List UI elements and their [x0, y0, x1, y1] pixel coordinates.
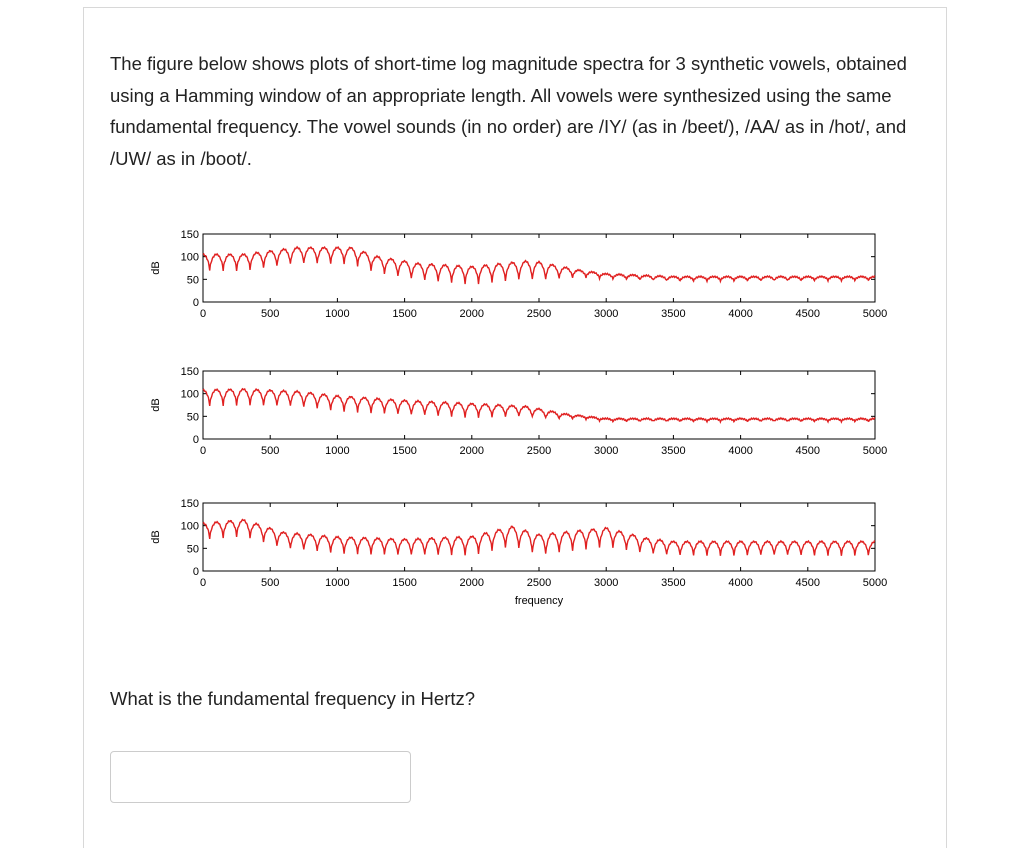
- question-panel: [83, 7, 947, 848]
- x-tick-label: 5000: [863, 445, 887, 457]
- y-tick-label: 0: [193, 566, 199, 578]
- x-tick-label: 1000: [325, 445, 349, 457]
- x-tick-label: 500: [261, 308, 279, 320]
- y-tick-label: 0: [193, 297, 199, 309]
- spectrum-line: [202, 518, 876, 556]
- x-tick-label: 500: [261, 577, 279, 589]
- x-tick-label: 2000: [460, 445, 484, 457]
- x-tick-label: 2000: [460, 308, 484, 320]
- x-tick-label: 3500: [661, 308, 685, 320]
- y-tick-label: 100: [181, 389, 199, 401]
- y-tick-label: 100: [181, 521, 199, 533]
- y-tick-label: 50: [187, 274, 199, 286]
- y-tick-label: 150: [181, 366, 199, 378]
- spectra-figure: 0 500 1000 1500 2000 2500 3000 3500 4000 4500 5000…: [150, 229, 887, 607]
- x-tick-label: 1000: [325, 308, 349, 320]
- spectrum-line: [202, 245, 876, 285]
- x-axis-label: frequency: [515, 595, 564, 607]
- y-tick-label: 100: [181, 252, 199, 264]
- plot-frame: [202, 233, 876, 303]
- x-tick-label: 3500: [661, 445, 685, 457]
- y-axis-label: dB: [150, 530, 162, 543]
- x-tick-label: 4500: [796, 445, 820, 457]
- x-tick-label: 0: [200, 445, 206, 457]
- x-tick-label: 0: [200, 577, 206, 589]
- question-text: The figure below shows plots of short-ti…: [110, 53, 907, 169]
- y-tick-label: 0: [193, 434, 199, 446]
- x-tick-label: 4000: [728, 445, 752, 457]
- answer-input[interactable]: [110, 751, 411, 803]
- x-tick-label: 4000: [728, 308, 752, 320]
- x-tick-label: 5000: [863, 308, 887, 320]
- x-tick-label: 2500: [527, 577, 551, 589]
- x-tick-label: 5000: [863, 577, 887, 589]
- y-tick-label: 150: [181, 498, 199, 510]
- x-tick-label: 1000: [325, 577, 349, 589]
- question-prompt: What is the fundamental frequency in Her…: [110, 688, 476, 709]
- x-tick-label: 3000: [594, 308, 618, 320]
- x-tick-label: 1500: [392, 308, 416, 320]
- x-tick-label: 1500: [392, 577, 416, 589]
- x-tick-label: 4500: [796, 577, 820, 589]
- x-tick-label: 2500: [527, 308, 551, 320]
- x-tick-label: 3000: [594, 577, 618, 589]
- y-tick-label: 150: [181, 229, 199, 241]
- y-tick-label: 50: [187, 543, 199, 555]
- spectrum-line: [202, 387, 876, 424]
- x-tick-label: 0: [200, 308, 206, 320]
- x-tick-label: 4500: [796, 308, 820, 320]
- y-axis-label: dB: [150, 398, 162, 411]
- x-tick-label: 3500: [661, 577, 685, 589]
- x-tick-label: 4000: [728, 577, 752, 589]
- x-tick-label: 3000: [594, 445, 618, 457]
- plot-frame: [202, 502, 876, 572]
- x-tick-label: 2000: [460, 577, 484, 589]
- x-tick-label: 1500: [392, 445, 416, 457]
- x-tick-label: 500: [261, 445, 279, 457]
- y-axis-label: dB: [150, 261, 162, 274]
- x-tick-label: 2500: [527, 445, 551, 457]
- y-tick-label: 50: [187, 411, 199, 423]
